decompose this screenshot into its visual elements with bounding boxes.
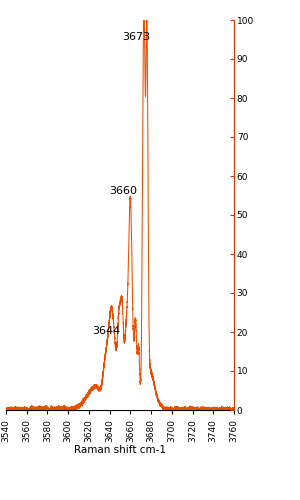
Text: 3644: 3644 bbox=[92, 326, 121, 336]
X-axis label: Raman shift cm-1: Raman shift cm-1 bbox=[74, 445, 166, 455]
Text: 3673: 3673 bbox=[122, 32, 151, 42]
Text: 3660: 3660 bbox=[109, 186, 137, 196]
